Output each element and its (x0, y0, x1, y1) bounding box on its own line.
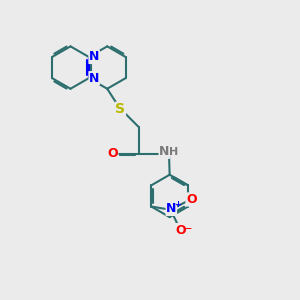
Text: N: N (159, 145, 170, 158)
Text: N: N (166, 202, 176, 215)
Text: O: O (186, 193, 196, 206)
Text: O: O (107, 147, 118, 160)
Text: S: S (116, 102, 125, 116)
Text: O: O (175, 224, 186, 237)
Text: N: N (89, 72, 99, 85)
Text: N: N (89, 50, 99, 64)
Text: ⁻: ⁻ (184, 224, 192, 238)
Text: H: H (169, 147, 178, 158)
Text: +: + (174, 200, 181, 209)
